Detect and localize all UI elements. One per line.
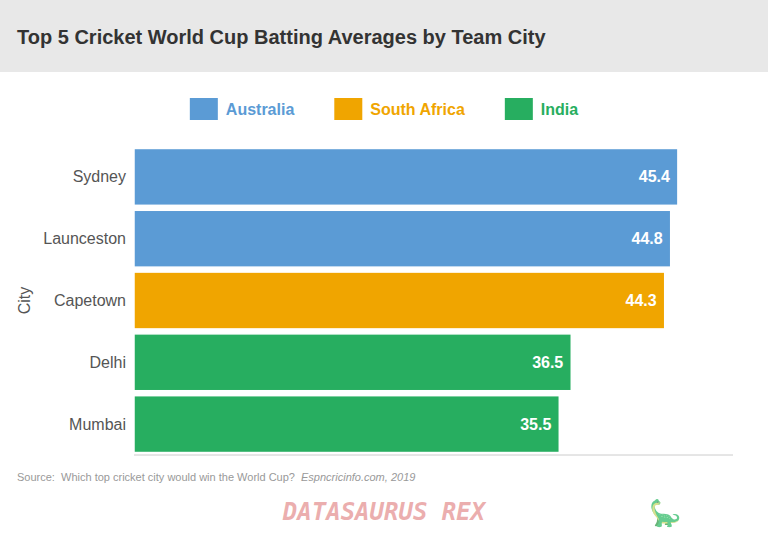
y-tick-label: Mumbai	[69, 416, 126, 433]
data-label: 44.8	[632, 230, 663, 247]
x-axis-line	[134, 455, 733, 456]
legend-label: Australia	[226, 101, 295, 118]
watermark: DATASAURUS REX	[282, 498, 487, 526]
bar	[134, 272, 665, 329]
dino: 🦕	[649, 498, 681, 528]
source: Source: Which top cricket city would win…	[17, 471, 298, 483]
data-label: 36.5	[532, 354, 563, 371]
legend-label: South Africa	[370, 101, 465, 118]
y-axis-label: City	[16, 287, 33, 315]
legend-swatch	[190, 98, 218, 120]
legend: Australia South Africa India	[190, 98, 578, 120]
source-italic: Espncricinfo.com, 2019	[301, 471, 415, 483]
data-label: 35.5	[520, 416, 551, 433]
legend-swatch	[505, 98, 533, 120]
bar	[134, 396, 559, 453]
bar	[134, 148, 678, 205]
bar	[134, 334, 571, 391]
bar	[134, 210, 671, 267]
data-labels: 45.4 44.8 44.3 36.5 35.5	[520, 168, 670, 432]
y-tick-label: Sydney	[73, 168, 126, 185]
data-label: 44.3	[626, 292, 657, 309]
title-band	[0, 0, 768, 72]
legend-label: India	[541, 101, 578, 118]
legend-swatch	[334, 98, 362, 120]
y-tick-label: Delhi	[90, 354, 126, 371]
title: Top 5 Cricket World Cup Batting Averages…	[17, 26, 546, 48]
y-tick-label: Launceston	[43, 230, 126, 247]
bars	[134, 148, 678, 452]
y-tick-label: Capetown	[54, 292, 126, 309]
data-label: 45.4	[639, 168, 670, 185]
